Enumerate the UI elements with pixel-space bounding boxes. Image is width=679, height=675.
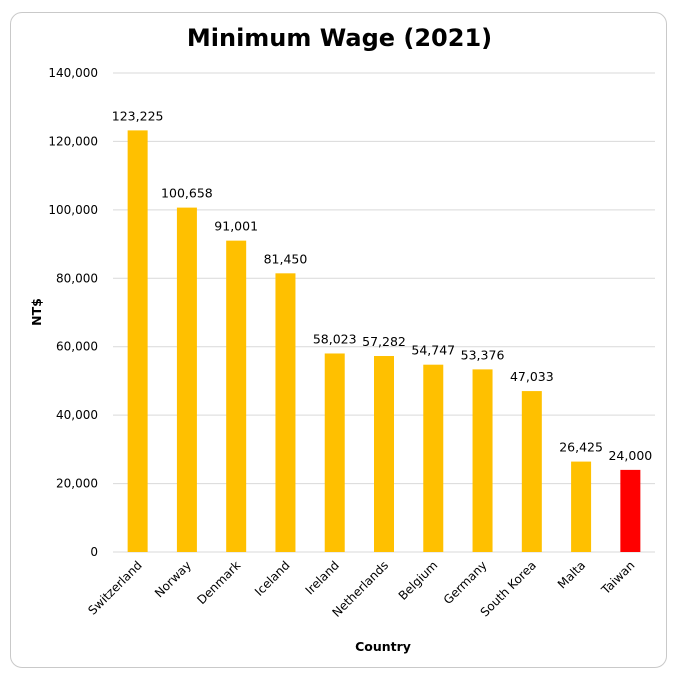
- bar-taiwan: [620, 469, 641, 552]
- bars: [127, 130, 641, 553]
- bar-switzerland: [127, 130, 148, 552]
- chart-frame: [10, 12, 667, 668]
- bar-denmark: [226, 240, 247, 552]
- y-tick-label: 0: [90, 545, 98, 559]
- y-tick-label: 40,000: [56, 408, 98, 422]
- y-tick-label: 60,000: [56, 340, 98, 354]
- x-tick-label: Germany: [441, 558, 490, 607]
- x-tick-label: Norway: [152, 558, 194, 600]
- bar-norway: [176, 207, 197, 553]
- bar-iceland: [275, 273, 296, 552]
- bar-ireland: [324, 353, 345, 552]
- value-label: 57,282: [362, 334, 406, 349]
- y-axis-title: NT$: [29, 298, 44, 326]
- value-label: 26,425: [559, 440, 603, 455]
- x-tick-label: Ireland: [303, 558, 342, 597]
- x-tick-label: Malta: [555, 558, 588, 591]
- value-label: 100,658: [161, 186, 213, 201]
- value-label: 24,000: [608, 448, 652, 463]
- bar-south-korea: [521, 391, 542, 552]
- x-tick-label: Switzerland: [85, 558, 144, 617]
- x-tick-label: Iceland: [252, 558, 293, 599]
- x-tick-label: Taiwan: [598, 558, 637, 597]
- value-label: 91,001: [214, 219, 258, 234]
- value-label: 47,033: [510, 369, 554, 384]
- y-axis-ticks: 0 20,000 40,000 60,000 80,000 100,000 120,000 1…: [48, 66, 98, 559]
- y-tick-label: 120,000: [48, 134, 98, 148]
- y-tick-label: 80,000: [56, 271, 98, 285]
- value-label: 123,225: [112, 108, 164, 123]
- bar-malta: [571, 461, 592, 552]
- bar-netherlands: [374, 356, 394, 552]
- x-axis-ticks: Switzerland Norway Denmark Iceland IrelandNe…: [85, 558, 637, 620]
- chart-title: Minimum Wage (2021): [186, 24, 493, 52]
- bar-belgium: [423, 364, 444, 552]
- x-axis-title: Country: [355, 639, 411, 654]
- y-tick-label: 100,000: [48, 203, 98, 217]
- y-tick-label: 20,000: [56, 477, 98, 491]
- value-label: 58,023: [313, 331, 357, 346]
- x-tick-label: Belgium: [396, 558, 441, 603]
- value-label: 53,376: [461, 347, 505, 362]
- value-labels: 123,225 100,658 91,001 81,450 58,023 57,282 54…: [112, 108, 652, 462]
- value-label: 81,450: [264, 251, 308, 266]
- value-label: 54,747: [411, 343, 455, 358]
- y-tick-label: 140,000: [48, 66, 98, 80]
- x-tick-label: Denmark: [194, 558, 243, 607]
- bar-germany: [472, 369, 493, 552]
